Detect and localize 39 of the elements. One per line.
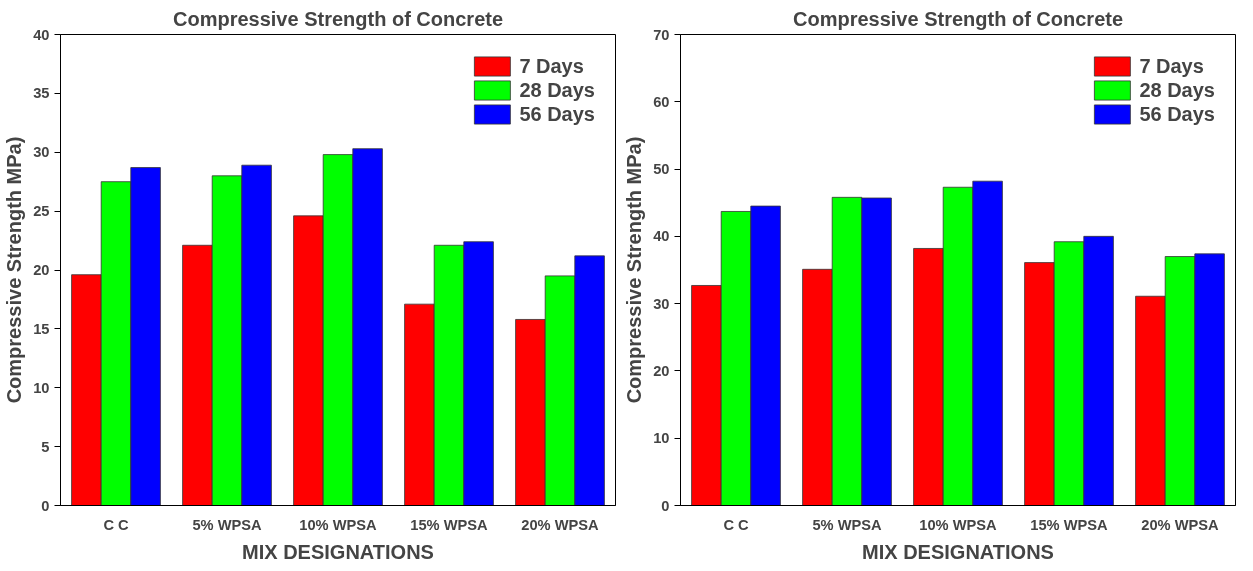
y-tick-label: 15: [33, 320, 50, 337]
x-tick-label: 10% WPSA: [299, 516, 378, 533]
y-tick-label: 70: [653, 26, 670, 43]
chart-title: Compressive Strength of Concrete: [792, 7, 1124, 30]
x-tick-label: C C: [723, 516, 750, 533]
y-tick-label: 10: [653, 430, 670, 447]
y-tick-label: 20: [33, 262, 50, 278]
y-tick-label: 50: [653, 161, 670, 178]
y-tick-label: 5: [41, 438, 50, 455]
x-tick-label: 10% WPSA: [919, 516, 998, 533]
y-axis-title: Compressive Strength MPa): [623, 136, 646, 404]
x-tick-label: 20% WPSA: [521, 516, 600, 533]
legend-label: 56 Days: [519, 102, 595, 126]
legend-label: 56 Days: [1139, 102, 1215, 126]
x-tick-label: 20% WPSA: [1141, 516, 1220, 533]
y-tick-label: 60: [653, 93, 670, 110]
x-axis-title: MIX DESIGNATIONS: [862, 540, 1054, 563]
y-tick-label: 40: [653, 228, 670, 245]
y-tick-label: 0: [41, 497, 50, 514]
legend-label: 7 Days: [1139, 54, 1204, 78]
y-tick-label: 20: [653, 362, 670, 379]
x-tick-label: 15% WPSA: [1030, 516, 1109, 533]
y-tick-label: 25: [33, 203, 50, 220]
x-tick-label: C C: [103, 516, 130, 533]
y-tick-label: 0: [661, 497, 670, 514]
y-tick-label: 40: [33, 26, 50, 43]
x-tick-label: 15% WPSA: [410, 516, 489, 533]
y-tick-label: 30: [33, 144, 50, 161]
chart-title: Compressive Strength of Concrete: [172, 7, 504, 30]
x-tick-label: 5% WPSA: [812, 516, 883, 533]
y-tick-label: 35: [33, 85, 50, 102]
y-axis-title: Compressive Strength MPa): [3, 136, 26, 404]
y-tick-label: 30: [653, 295, 670, 312]
x-axis-title: MIX DESIGNATIONS: [242, 540, 434, 563]
y-tick-label: 10: [33, 379, 50, 396]
legend-label: 28 Days: [519, 78, 595, 102]
legend-label: 28 Days: [1139, 78, 1215, 102]
x-tick-label: 5% WPSA: [192, 516, 263, 533]
legend-label: 7 Days: [519, 54, 584, 78]
